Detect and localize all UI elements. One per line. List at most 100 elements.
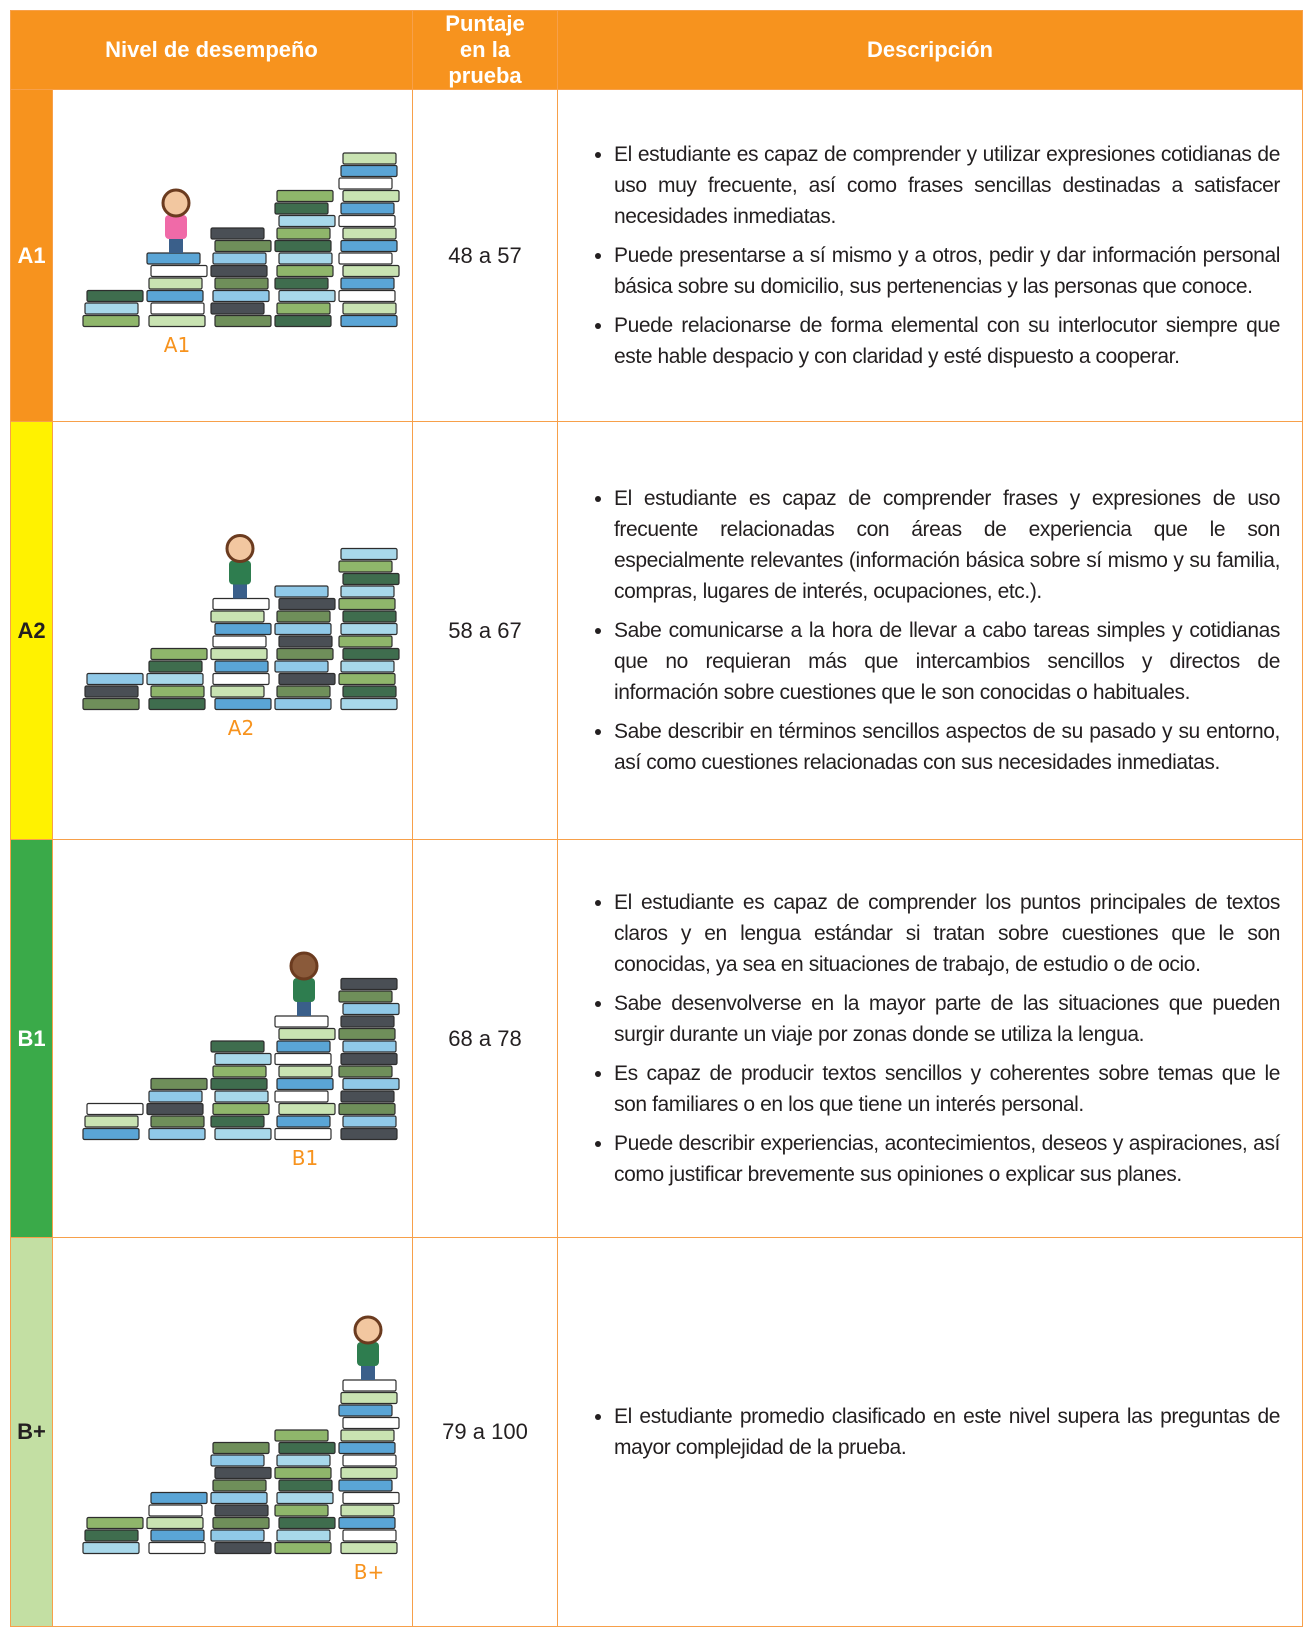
book [338,1027,396,1040]
book [274,276,329,290]
book [148,1503,203,1517]
book [214,276,269,290]
book [276,1491,334,1504]
book [212,1441,270,1454]
description-cell: El estudiante es capaz de comprender los… [557,839,1303,1238]
illustration: A2 [82,533,400,740]
book [342,572,400,585]
book [82,697,140,710]
book [214,239,272,252]
illustration-cell: B1 [52,839,413,1238]
book [214,314,272,327]
book [274,1541,332,1554]
book [342,684,397,698]
book [342,151,397,165]
book [146,289,204,302]
book [278,672,336,685]
book [340,1503,395,1517]
levels-table: Nivel de desempeño Puntaje en la prueba … [10,10,1303,1627]
illustration-label: B1 [292,1146,318,1170]
book [214,622,272,635]
illustration-label: A2 [228,716,254,740]
level-label: A2 [10,421,53,840]
book [338,1478,393,1492]
header-cell: Descripción [557,10,1303,90]
description-cell: El estudiante es capaz de comprender y u… [557,89,1303,422]
book [82,1541,140,1554]
book [150,1114,205,1128]
book [342,264,400,277]
book [212,1478,267,1492]
book [274,1428,329,1442]
book [274,1014,329,1028]
book [274,659,329,673]
book [150,1491,208,1504]
book [340,239,398,252]
book [212,289,270,302]
book [342,1453,397,1467]
book [276,1528,331,1542]
book [146,672,204,685]
book [340,547,398,560]
book [146,251,201,265]
book [338,1102,396,1115]
book [276,1077,334,1090]
book [338,176,393,190]
book [342,609,397,623]
book [340,1127,398,1140]
book [214,1503,269,1517]
book [340,622,398,635]
book [276,301,331,315]
book [210,264,268,277]
level-row: A2 A2 58 a 67 El estudiante es capaz de com… [10,421,1303,840]
book [212,1102,270,1115]
book [274,622,332,635]
book [340,977,398,990]
book [148,1127,206,1140]
book [340,1428,395,1442]
figure-legs [169,236,183,253]
description-cell: El estudiante es capaz de comprender fra… [557,421,1303,840]
figure-body [165,214,187,239]
book [274,1466,332,1479]
book [214,659,269,673]
book [340,1391,398,1404]
book [342,301,397,315]
figure-head [225,533,255,563]
illustration: B1 [82,951,400,1170]
score: 58 a 67 [412,421,558,840]
book [342,226,397,240]
book [338,597,396,610]
book [342,189,400,202]
book [210,1528,265,1542]
description-list: El estudiante promedio clasificado en es… [592,1401,1280,1463]
book [210,1077,268,1090]
book [86,289,144,302]
book [340,201,395,215]
book [338,989,393,1003]
book [146,1516,204,1529]
book [212,1516,270,1529]
book [274,584,329,598]
book [148,1089,203,1103]
description-item: Sabe describir en términos sencillos asp… [614,716,1280,778]
book [340,1089,395,1103]
illustration-label: B+ [354,1560,384,1584]
description-cell: El estudiante promedio clasificado en es… [557,1237,1303,1627]
book [342,1039,397,1053]
book [82,1127,140,1140]
book [278,289,336,302]
book [84,1528,139,1542]
book [342,1528,397,1542]
book [342,1114,397,1128]
book [278,1027,336,1040]
book [86,672,144,685]
book [342,1002,400,1015]
book [214,1127,272,1140]
description-item: El estudiante es capaz de comprender fra… [614,483,1280,607]
header-row: Nivel de desempeño Puntaje en la prueba … [10,10,1303,90]
book [210,1039,265,1053]
illustration: A1 [82,151,400,357]
description-item: El estudiante promedio clasificado en es… [614,1401,1280,1463]
book [274,1127,332,1140]
